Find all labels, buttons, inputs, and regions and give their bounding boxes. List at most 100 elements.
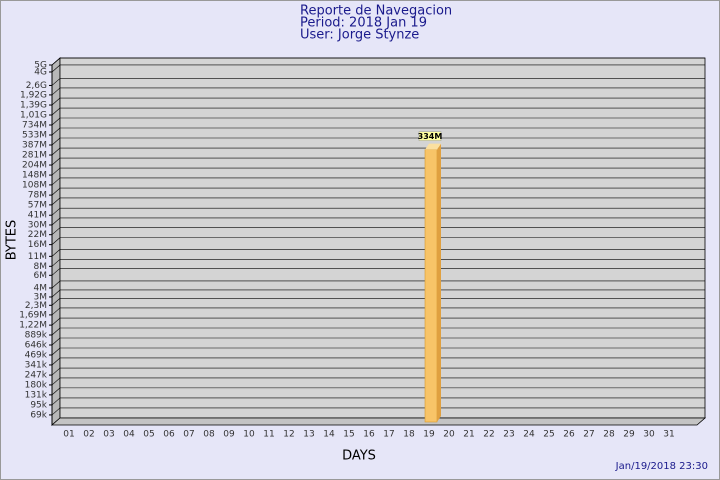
x-tick-label: 11 (263, 430, 274, 440)
x-tick-label: 13 (303, 430, 314, 440)
grid-line (51, 177, 61, 186)
grid-line (51, 387, 61, 396)
grid-line (51, 157, 61, 166)
y-tick-label: 2,3M (25, 301, 47, 311)
grid-line (51, 249, 61, 257)
grid-line (51, 307, 61, 316)
y-axis-label: BYTES (5, 220, 20, 261)
grid-line (51, 367, 61, 376)
y-tick-label: 1,22M (19, 321, 47, 331)
x-tick-label: 12 (283, 430, 294, 440)
grid-line (51, 237, 61, 245)
y-tick-label: 22M (28, 230, 47, 240)
grid-line (51, 107, 61, 116)
grid-line (51, 87, 61, 96)
timestamp: Jan/19/2018 23:30 (615, 461, 708, 472)
x-tick-label: 01 (63, 430, 74, 440)
grid-line (51, 64, 61, 73)
x-tick-label: 14 (323, 430, 335, 440)
x-tick-label: 22 (483, 430, 494, 440)
y-tick-label: 11M (28, 252, 47, 262)
grid-line (51, 377, 61, 386)
grid-line (51, 127, 61, 136)
x-tick-label: 24 (523, 430, 535, 440)
x-tick-label: 15 (343, 430, 354, 440)
grid-line (51, 357, 61, 366)
grid-line (51, 317, 61, 326)
y-tick-label: 734M (22, 120, 47, 130)
grid-line (51, 167, 61, 176)
x-axis-label: DAYS (342, 449, 376, 464)
grid-line (51, 268, 61, 276)
grid-line (51, 147, 61, 156)
y-tick-label: 5G (34, 61, 47, 71)
chart-title: Reporte de Navegacion (300, 4, 452, 19)
grid-line (51, 347, 61, 356)
x-tick-label: 09 (223, 430, 235, 440)
y-tick-label: 4M (34, 283, 48, 293)
y-tick-label: 41M (28, 211, 47, 221)
bar-top (425, 143, 441, 150)
plot-area (59, 57, 706, 419)
x-tick-label: 28 (603, 430, 615, 440)
grid-line (51, 97, 61, 106)
y-tick-label: 646k (25, 340, 48, 350)
y-tick-label: 387M (22, 141, 47, 151)
x-tick-label: 29 (623, 430, 635, 440)
x-tick-label: 18 (403, 430, 415, 440)
y-tick-label: 889k (25, 331, 48, 341)
grid-line (51, 407, 61, 416)
x-tick-label: 30 (643, 430, 655, 440)
y-tick-label: 4G (34, 67, 47, 77)
x-tick-label: 02 (83, 430, 94, 440)
y-tick-label: 16M (28, 240, 47, 250)
chart-subtitle: User: Jorge Stynze (300, 28, 419, 43)
y-tick-label: 204M (22, 161, 47, 171)
x-tick-label: 03 (103, 430, 114, 440)
y-tick-label: 247k (25, 371, 48, 381)
y-tick-label: 2,6G (26, 81, 47, 91)
bar-side (437, 143, 441, 422)
y-tick-label: 1,39G (20, 101, 47, 111)
y-tick-label: 341k (25, 360, 48, 370)
grid-line (51, 197, 61, 206)
grid-line (51, 117, 61, 126)
y-tick-label: 180k (25, 380, 48, 390)
x-tick-label: 20 (443, 430, 455, 440)
grid-line (51, 137, 61, 146)
y-tick-label: 1,69M (19, 310, 47, 320)
y-tick-label: 69k (30, 410, 47, 420)
y-tick-label: 3M (34, 292, 48, 302)
bar (424, 149, 438, 423)
x-tick-label: 25 (543, 430, 554, 440)
y-tick-label: 57M (28, 200, 47, 210)
y-tick-label: 8M (34, 262, 48, 272)
y-tick-label: 469k (25, 351, 48, 361)
grid-line (51, 259, 61, 267)
grid-line (51, 289, 61, 298)
grid-line (51, 280, 61, 289)
floor (50, 417, 707, 426)
y-tick-label: 78M (28, 191, 47, 201)
grid-line (51, 298, 61, 306)
y-tick-label: 533M (22, 131, 47, 141)
x-tick-label: 05 (143, 430, 154, 440)
chart-subtitle: Period: 2018 Jan 19 (300, 16, 427, 31)
y-tick-label: 148M (22, 171, 47, 181)
grid-line (51, 187, 61, 196)
y-tick-label: 1,01G (20, 111, 47, 121)
x-tick-label: 06 (163, 430, 175, 440)
y-tick-label: 95k (30, 400, 47, 410)
grid-line (51, 57, 61, 66)
x-tick-label: 23 (503, 430, 514, 440)
y-tick-label: 6M (34, 271, 48, 281)
x-tick-label: 31 (663, 430, 674, 440)
x-tick-label: 08 (203, 430, 215, 440)
y-tick-label: 131k (25, 390, 48, 400)
x-tick-label: 27 (583, 430, 594, 440)
grid-line (51, 397, 61, 406)
x-tick-label: 16 (363, 430, 375, 440)
grid-line (51, 217, 61, 226)
grid-line (51, 327, 61, 336)
